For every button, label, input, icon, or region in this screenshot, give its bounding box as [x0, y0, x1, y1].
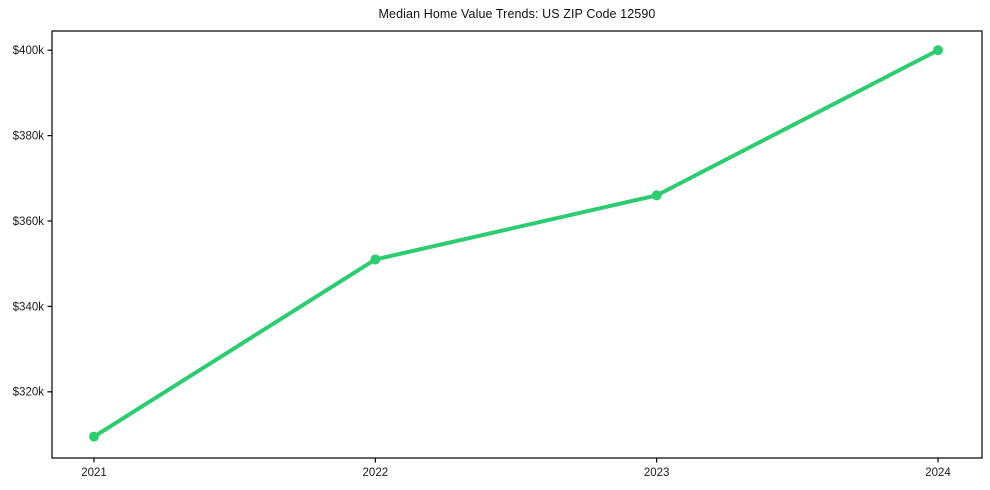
y-axis-tick-label: $340k	[13, 301, 45, 313]
y-axis-tick-label: $380k	[13, 131, 45, 143]
plot-frame	[51, 30, 983, 459]
chart-title: Median Home Value Trends: US ZIP Code 12…	[378, 7, 656, 21]
x-axis-tick-label: 2021	[81, 467, 107, 479]
y-axis-tick-label: $320k	[13, 387, 45, 399]
x-axis-tick-label: 2022	[363, 467, 389, 479]
x-axis-tick-label: 2023	[644, 467, 670, 479]
trend-line	[92, 48, 940, 439]
data-point-marker	[933, 45, 943, 56]
x-axis-tick-label: 2024	[925, 467, 951, 479]
data-point-marker	[651, 190, 662, 201]
data-point-marker	[370, 254, 381, 265]
data-point-marker	[89, 431, 99, 442]
y-axis-tick-label: $360k	[13, 216, 45, 228]
y-axis-tick-label: $400k	[13, 45, 45, 57]
